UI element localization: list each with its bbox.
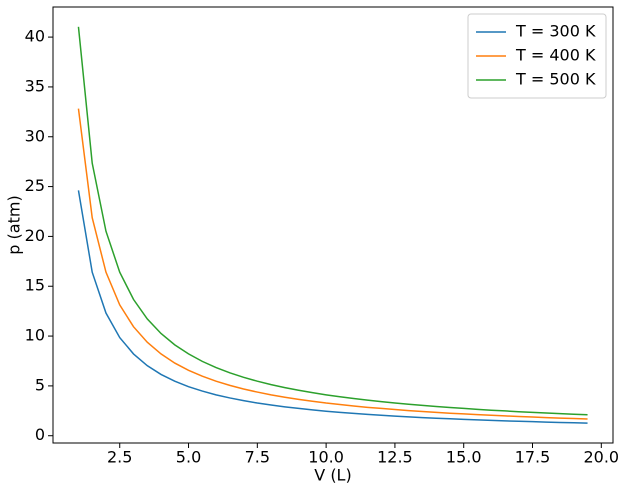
y-tick-label: 20 — [25, 226, 45, 245]
x-tick-label: 10.0 — [308, 448, 344, 467]
data-line — [77, 108, 588, 420]
x-axis-label: V (L) — [314, 466, 351, 485]
y-tick-label: 25 — [25, 176, 45, 195]
legend-label: T = 500 K — [515, 70, 596, 89]
legend-box — [467, 13, 607, 99]
legend-label: T = 300 K — [515, 22, 596, 41]
data-line — [77, 190, 588, 424]
x-tick-label: 5.0 — [176, 448, 201, 467]
x-tick-label: 17.5 — [515, 448, 551, 467]
data-line — [77, 26, 588, 416]
y-tick-label: 40 — [25, 27, 45, 46]
y-tick-label: 5 — [35, 375, 45, 394]
legend-label: T = 400 K — [515, 46, 596, 65]
y-tick-label: 0 — [35, 425, 45, 444]
y-tick-label: 35 — [25, 76, 45, 95]
y-tick-label: 15 — [25, 276, 45, 295]
x-tick-label: 7.5 — [245, 448, 270, 467]
y-axis-label: p (atm) — [5, 195, 24, 254]
y-tick-label: 30 — [25, 126, 45, 145]
plot-frame — [52, 6, 614, 444]
x-tick-label: 20.0 — [583, 448, 619, 467]
y-tick-label: 10 — [25, 326, 45, 345]
x-tick-label: 12.5 — [377, 448, 413, 467]
x-tick-label: 15.0 — [446, 448, 482, 467]
x-tick-label: 2.5 — [107, 448, 132, 467]
